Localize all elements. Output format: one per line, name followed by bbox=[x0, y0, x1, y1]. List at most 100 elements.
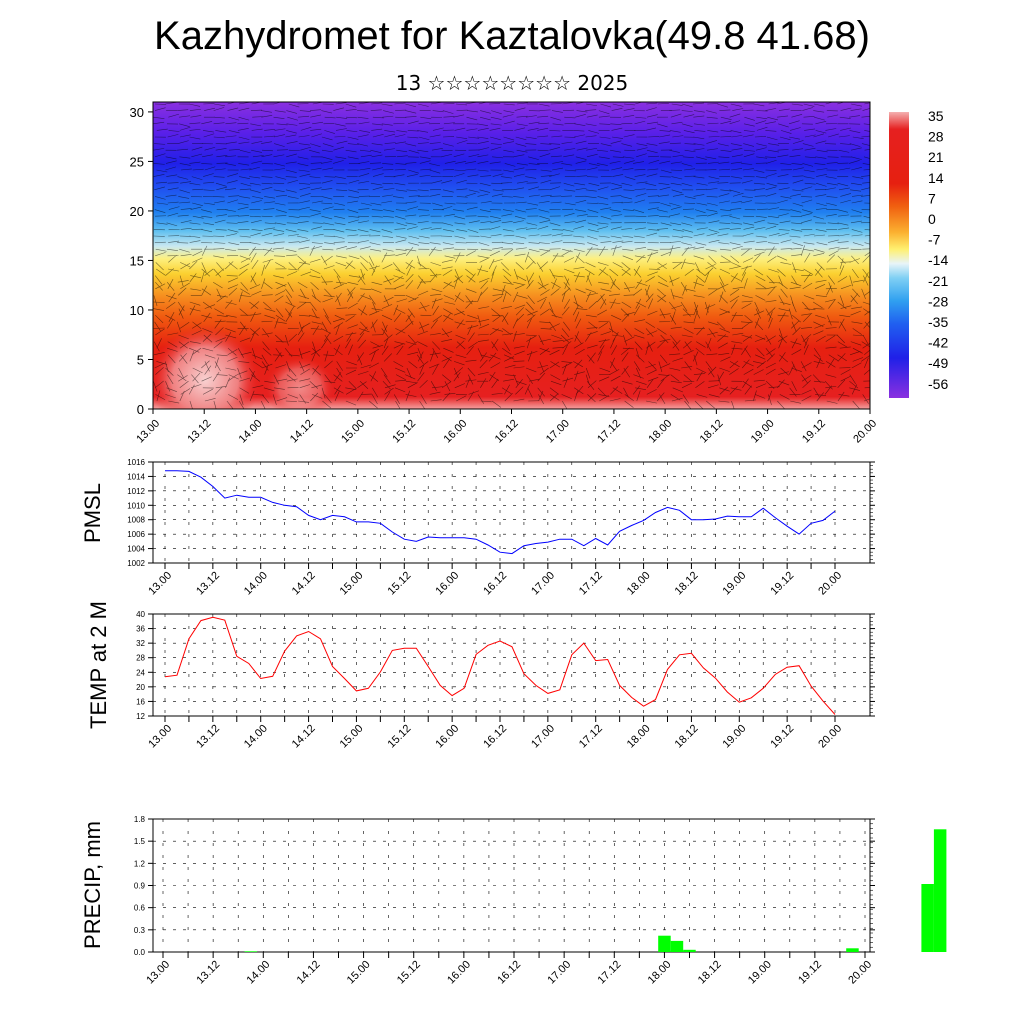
colorbar-label: -56 bbox=[928, 376, 948, 392]
colorbar bbox=[889, 112, 909, 398]
heatmap-field bbox=[153, 102, 870, 409]
y-tick-label: 1006 bbox=[127, 530, 145, 539]
x-tick-label: 20.00 bbox=[846, 959, 874, 987]
x-tick-label: 20.00 bbox=[851, 418, 879, 446]
chart-title: Kazhydromet for Kaztalovka(49.8 41.68) bbox=[154, 14, 870, 58]
y-tick-label: 24 bbox=[136, 668, 145, 677]
x-tick-label: 16.12 bbox=[493, 418, 521, 446]
y-tick-label: 15 bbox=[130, 253, 144, 268]
x-tick-label: 14.12 bbox=[290, 570, 318, 598]
x-tick-label: 16.00 bbox=[442, 418, 470, 446]
x-tick-label: 15.12 bbox=[390, 418, 418, 446]
y-tick-label: 0.0 bbox=[134, 948, 146, 957]
x-tick-label: 15.12 bbox=[386, 723, 414, 751]
x-tick-label: 18.12 bbox=[673, 570, 701, 598]
x-tick-label: 16.12 bbox=[495, 959, 523, 987]
colorbar-label: 21 bbox=[928, 149, 944, 165]
y-tick-label: 5 bbox=[137, 352, 144, 367]
x-tick-label: 16.12 bbox=[481, 570, 509, 598]
colorbar-label: 35 bbox=[928, 108, 944, 124]
colorbar-label: -28 bbox=[928, 293, 948, 309]
x-tick-label: 13.12 bbox=[194, 723, 222, 751]
x-tick-label: 13.00 bbox=[144, 959, 172, 987]
x-tick-label: 19.12 bbox=[796, 959, 824, 987]
x-tick-label: 15.00 bbox=[345, 959, 373, 987]
x-tick-label: 15.12 bbox=[386, 570, 414, 598]
precip-bar bbox=[933, 829, 947, 952]
x-tick-label: 15.12 bbox=[395, 959, 423, 987]
x-tick-label: 13.00 bbox=[146, 723, 174, 751]
precip-bar bbox=[846, 948, 859, 952]
temperature-frame bbox=[152, 613, 871, 717]
x-tick-label: 15.00 bbox=[338, 570, 366, 598]
precipitation-x-axis: 13.00 13.12 14.00 14.12 15.00 15.12 16.00 16.12… bbox=[144, 952, 874, 987]
colorbar-label: 14 bbox=[928, 170, 944, 186]
y-tick-label: 1016 bbox=[127, 458, 145, 467]
x-tick-label: 14.12 bbox=[290, 723, 318, 751]
y-tick-label: 0.6 bbox=[134, 904, 146, 913]
x-tick-label: 14.12 bbox=[295, 959, 323, 987]
precip-bar bbox=[244, 951, 257, 952]
x-tick-label: 13.12 bbox=[185, 418, 213, 446]
x-tick-label: 18.00 bbox=[646, 959, 674, 987]
colorbar-label: -14 bbox=[928, 252, 948, 268]
x-tick-label: 19.12 bbox=[800, 418, 828, 446]
colorbar-label: -42 bbox=[928, 335, 948, 351]
x-tick-label: 19.12 bbox=[768, 570, 796, 598]
y-tick-label: 16 bbox=[136, 697, 145, 706]
temperature-panel: 12 16 20 24 28 32 36 40 13.00 13.12 14.00 14.12 15.… bbox=[86, 601, 875, 751]
precip-bar bbox=[683, 949, 696, 952]
pressure-series-line bbox=[165, 470, 836, 555]
x-tick-label: 19.00 bbox=[749, 418, 777, 446]
x-tick-label: 13.12 bbox=[194, 570, 222, 598]
precip-bar bbox=[658, 935, 671, 952]
x-tick-label: 16.00 bbox=[445, 959, 473, 987]
x-tick-label: 14.00 bbox=[242, 570, 270, 598]
x-tick-label: 15.00 bbox=[339, 418, 367, 446]
pressure-x-axis: 13.00 13.12 14.00 14.12 15.00 15.12 16.00 16.12… bbox=[146, 563, 844, 598]
x-tick-label: 19.00 bbox=[721, 570, 749, 598]
y-tick-label: 12 bbox=[136, 712, 145, 721]
y-tick-label: 0.3 bbox=[134, 926, 146, 935]
precipitation-grid bbox=[153, 818, 870, 953]
x-tick-label: 18.00 bbox=[625, 723, 653, 751]
y-tick-label: 1.8 bbox=[134, 815, 146, 824]
x-tick-label: 19.00 bbox=[746, 959, 774, 987]
x-tick-label: 16.12 bbox=[481, 723, 509, 751]
x-tick-label: 16.00 bbox=[433, 723, 461, 751]
x-tick-label: 18.12 bbox=[673, 723, 701, 751]
x-tick-label: 18.00 bbox=[646, 418, 674, 446]
x-tick-label: 18.00 bbox=[625, 570, 653, 598]
x-tick-label: 14.00 bbox=[242, 723, 270, 751]
heatmap-hotspot bbox=[265, 356, 335, 409]
colorbar-label: 28 bbox=[928, 129, 944, 145]
pressure-grid bbox=[153, 461, 870, 564]
pressure-y-label: PMSL bbox=[80, 483, 105, 543]
colorbar-label: 7 bbox=[928, 190, 936, 206]
y-tick-label: 28 bbox=[136, 654, 145, 663]
x-tick-label: 20.00 bbox=[816, 570, 844, 598]
y-tick-label: 25 bbox=[130, 154, 144, 169]
heatmap-hotspot bbox=[153, 325, 260, 409]
x-tick-label: 17.12 bbox=[577, 570, 605, 598]
x-tick-label: 18.12 bbox=[696, 959, 724, 987]
colorbar-label: -21 bbox=[928, 273, 948, 289]
x-tick-label: 14.00 bbox=[245, 959, 273, 987]
heatmap-x-axis: 13.00 13.12 14.00 14.12 15.00 15.12 16.00 16.12… bbox=[134, 409, 879, 446]
heatmap-y-axis: 0 5 10 15 20 25 30 bbox=[130, 105, 153, 417]
x-tick-label: 18.12 bbox=[698, 418, 726, 446]
pressure-y-axis: 1002 1004 1006 1008 1010 1012 1014 1016 bbox=[127, 458, 875, 568]
temperature-y-axis: 12 16 20 24 28 32 36 40 bbox=[136, 610, 875, 721]
y-tick-label: 0 bbox=[137, 402, 144, 417]
y-tick-label: 32 bbox=[136, 639, 145, 648]
wind-streamlines bbox=[153, 102, 870, 409]
precipitation-frame bbox=[152, 818, 871, 953]
x-tick-label: 17.00 bbox=[545, 959, 573, 987]
temperature-y-label: TEMP at 2 M bbox=[86, 601, 111, 729]
colorbar-label: -35 bbox=[928, 314, 948, 330]
x-tick-label: 20.00 bbox=[816, 723, 844, 751]
colorbar-label: -49 bbox=[928, 355, 948, 371]
x-tick-label: 14.12 bbox=[288, 418, 316, 446]
colorbar-label: -7 bbox=[928, 232, 941, 248]
y-tick-label: 20 bbox=[130, 204, 144, 219]
